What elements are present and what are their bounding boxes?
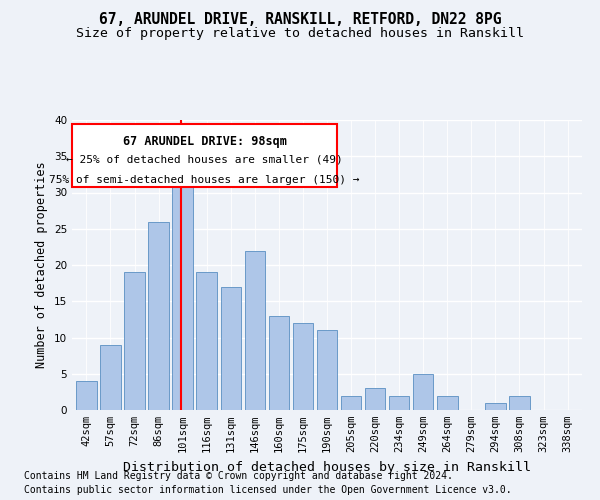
Text: ← 25% of detached houses are smaller (49): ← 25% of detached houses are smaller (49… [66, 155, 343, 165]
Bar [76, 381, 97, 410]
Text: 75% of semi-detached houses are larger (150) →: 75% of semi-detached houses are larger (… [49, 175, 360, 185]
Bar [196, 272, 217, 410]
Text: Size of property relative to detached houses in Ranskill: Size of property relative to detached ho… [76, 28, 524, 40]
Bar [317, 330, 337, 410]
Text: Contains HM Land Registry data © Crown copyright and database right 2024.: Contains HM Land Registry data © Crown c… [24, 471, 453, 481]
FancyBboxPatch shape [72, 124, 337, 186]
Bar [221, 287, 241, 410]
X-axis label: Distribution of detached houses by size in Ranskill: Distribution of detached houses by size … [123, 460, 531, 473]
Text: 67 ARUNDEL DRIVE: 98sqm: 67 ARUNDEL DRIVE: 98sqm [122, 134, 287, 147]
Bar [124, 272, 145, 410]
Bar [389, 396, 409, 410]
Text: 67, ARUNDEL DRIVE, RANSKILL, RETFORD, DN22 8PG: 67, ARUNDEL DRIVE, RANSKILL, RETFORD, DN… [99, 12, 501, 28]
Bar [269, 316, 289, 410]
Bar [437, 396, 458, 410]
Bar [293, 323, 313, 410]
Bar [172, 185, 193, 410]
Bar [509, 396, 530, 410]
Text: Contains public sector information licensed under the Open Government Licence v3: Contains public sector information licen… [24, 485, 512, 495]
Bar [365, 388, 385, 410]
Y-axis label: Number of detached properties: Number of detached properties [35, 162, 49, 368]
Bar [148, 222, 169, 410]
Bar [413, 374, 433, 410]
Bar [100, 345, 121, 410]
Bar [245, 250, 265, 410]
Bar [341, 396, 361, 410]
Bar [485, 403, 506, 410]
